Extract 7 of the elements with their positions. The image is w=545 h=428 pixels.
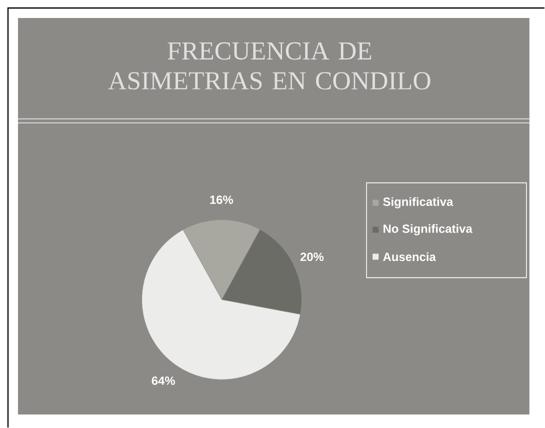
legend-label: Significativa: [383, 197, 454, 208]
data-label: 64%: [152, 376, 175, 385]
data-label: 16%: [210, 195, 234, 204]
data-label: 20%: [300, 252, 324, 261]
chart-title: FRECUENCIA DE ASIMETRIAS EN CONDILO: [108, 42, 430, 90]
legend-label: Ausencia: [383, 252, 436, 262]
legend-label: No Significativa: [384, 224, 472, 236]
